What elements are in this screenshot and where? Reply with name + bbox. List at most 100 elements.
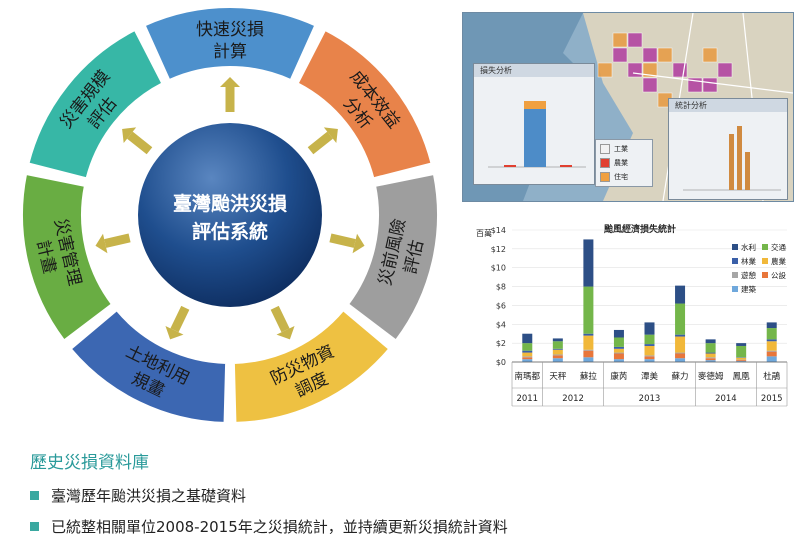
year-group-label: 2012	[562, 394, 584, 404]
bar-segment	[645, 356, 655, 359]
map-grid-cell	[658, 48, 672, 62]
bar-segment	[583, 357, 593, 362]
bar-segment	[583, 334, 593, 336]
segment-block	[298, 30, 432, 178]
mini-bar-chart	[669, 112, 787, 198]
bar-segment	[522, 356, 532, 357]
bar-segment	[706, 358, 716, 360]
bar-segment	[522, 343, 532, 351]
arrow-icon	[311, 127, 338, 150]
bar-segment	[553, 338, 563, 341]
bullet-text: 臺灣歷年颱洪災損之基礎資料	[51, 485, 246, 506]
gis-screenshot: 損失分析 工業農業住宅 統計分析	[462, 12, 794, 202]
x-category-label: 潭美	[641, 371, 659, 382]
bar-segment	[522, 351, 532, 353]
y-axis-label: 百萬	[476, 228, 492, 238]
mini-bar-chart	[474, 77, 594, 183]
bar-segment	[522, 357, 532, 359]
bar-segment	[614, 353, 624, 354]
bar-segment	[706, 353, 716, 354]
loss-analysis-window: 損失分析	[473, 63, 595, 185]
bar-segment	[583, 287, 593, 334]
y-tick-label: $8	[496, 283, 506, 292]
legend-label: 建築	[741, 284, 756, 294]
bar-segment	[675, 286, 685, 304]
segment-label-line: 計算	[213, 42, 247, 62]
bar-segment	[614, 349, 624, 353]
bar-segment	[706, 343, 716, 352]
year-group-label: 2014	[715, 394, 737, 404]
bar-segment	[614, 337, 624, 346]
map-grid-cell	[598, 63, 612, 77]
window-title: 損失分析	[474, 64, 594, 77]
legend-swatch	[762, 258, 768, 264]
y-tick-label: $4	[496, 320, 506, 329]
legend-label: 水利	[741, 242, 756, 252]
map-grid-cell	[628, 63, 642, 77]
map-grid-cell	[613, 33, 627, 47]
bar-segment	[553, 350, 563, 355]
legend-item: 住宅	[600, 172, 648, 182]
bar-segment	[736, 358, 746, 360]
legend-swatch	[600, 144, 610, 154]
legend-label: 農業	[614, 158, 628, 168]
legend-swatch	[762, 272, 768, 278]
legend-swatch	[600, 158, 610, 168]
bar-segment	[675, 354, 685, 359]
bar-segment	[583, 351, 593, 358]
bar-segment	[645, 355, 655, 356]
bar-segment	[553, 341, 563, 349]
bar-segment	[706, 354, 716, 358]
bar-segment	[767, 341, 777, 350]
bullet-square-icon	[30, 491, 39, 500]
bar-segment	[675, 358, 685, 362]
legend-swatch	[732, 286, 738, 292]
bar-segment	[614, 330, 624, 338]
bar-segment	[522, 353, 532, 357]
x-category-label: 鳳凰	[733, 372, 751, 382]
y-tick-label: $12	[491, 245, 506, 254]
bar-segment	[675, 304, 685, 335]
bullet-square-icon	[30, 522, 39, 531]
legend-label: 林業	[741, 256, 756, 266]
center-title-line1: 臺灣颱洪災損	[173, 192, 288, 215]
bar-segment	[675, 353, 685, 354]
notes-heading: 歷史災損資料庫	[30, 448, 790, 473]
typhoon-loss-chart: 颱風經濟損失統計 百萬 $0$2$4$6$8$10$12$14 水利交通林業農業…	[470, 220, 795, 410]
legend-label: 住宅	[614, 172, 628, 182]
statistics-window: 統計分析	[668, 98, 788, 200]
bar-segment	[614, 359, 624, 362]
bar-segment	[614, 354, 624, 360]
bar-segment	[553, 358, 563, 362]
bar-segment	[583, 336, 593, 350]
bar-segment	[645, 344, 655, 346]
arrow-icon	[275, 308, 295, 340]
bar-segment	[553, 349, 563, 350]
bar-segment	[736, 346, 746, 357]
bar-segment	[614, 347, 624, 349]
x-category-label: 麥德姆	[698, 371, 724, 382]
year-group-label: 2013	[639, 394, 661, 404]
legend-swatch	[732, 244, 738, 250]
arrow-icon	[165, 308, 185, 340]
bar-segment	[645, 359, 655, 362]
legend-swatch	[732, 272, 738, 278]
map-grid-cell	[718, 63, 732, 77]
bar-segment	[767, 356, 777, 362]
bar-segment	[675, 337, 685, 353]
map-grid-cell	[643, 78, 657, 92]
legend-label: 遊憩	[741, 270, 756, 280]
legend-item: 農業	[600, 158, 648, 168]
x-category-label: 天秤	[549, 371, 567, 382]
x-category-label: 康芮	[610, 371, 628, 382]
arrow-icon	[220, 77, 240, 112]
notes-section: 歷史災損資料庫 臺灣歷年颱洪災損之基礎資料 已統整相關單位2008-2015年之…	[30, 448, 790, 547]
year-group-label: 2015	[761, 394, 783, 404]
bar-segment	[736, 343, 746, 346]
bar-segment	[736, 360, 746, 361]
bar-segment	[767, 339, 777, 341]
arrow-icon	[95, 234, 129, 253]
y-tick-label: $0	[496, 358, 506, 367]
bar-segment	[645, 335, 655, 344]
legend-label: 工業	[614, 144, 628, 154]
